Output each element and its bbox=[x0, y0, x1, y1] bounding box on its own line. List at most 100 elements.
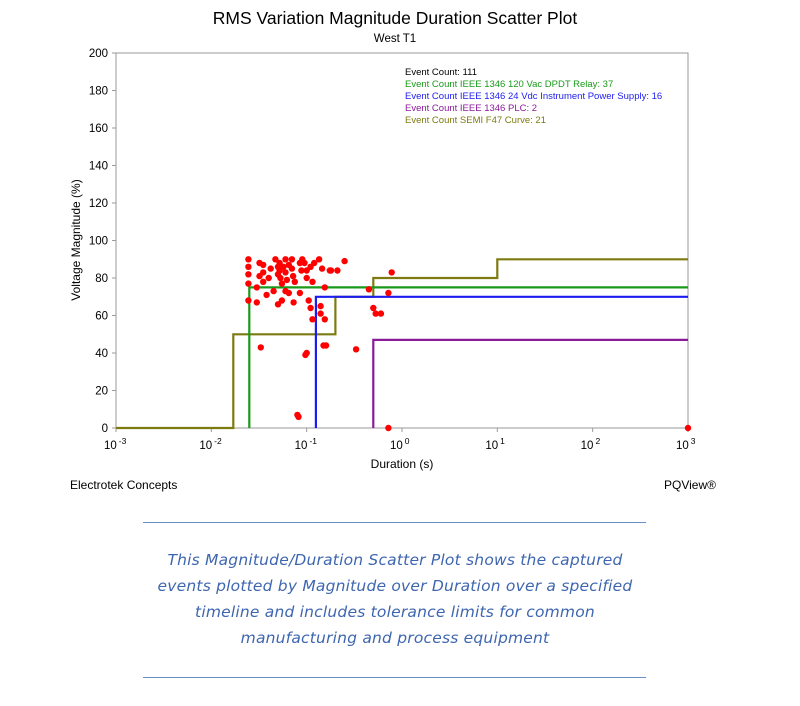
event-point bbox=[263, 291, 270, 299]
caption: This Magnitude/Duration Scatter Plot sho… bbox=[140, 547, 650, 651]
x-tick-label: 10 0 bbox=[390, 436, 410, 452]
event-point bbox=[260, 269, 267, 276]
event-point bbox=[265, 274, 272, 282]
tolerance-curve bbox=[314, 295, 688, 428]
legend-entry: Event Count IEEE 1346 PLC: 2 bbox=[405, 103, 537, 114]
event-point bbox=[334, 267, 341, 274]
event-point bbox=[282, 287, 289, 295]
event-point bbox=[298, 267, 305, 274]
event-point bbox=[311, 259, 318, 267]
event-point bbox=[303, 274, 310, 282]
event-point bbox=[302, 351, 309, 359]
event-point bbox=[245, 263, 252, 270]
event-point bbox=[365, 286, 373, 293]
divider-top bbox=[143, 522, 646, 523]
event-point bbox=[372, 310, 379, 317]
x-axis: 10 -3 10 -2 10 -1 10 0 10 1 10 2 10 3 bbox=[104, 428, 696, 452]
event-point bbox=[274, 301, 282, 308]
chart-subtitle: West T1 bbox=[374, 33, 416, 45]
y-tick-label: 120 bbox=[89, 198, 108, 210]
caption-line: manufacturing and process equipment bbox=[240, 629, 550, 647]
x-axis-label: Duration (s) bbox=[371, 457, 434, 471]
x-tick-label: 10 -2 bbox=[199, 436, 222, 452]
event-point bbox=[318, 265, 326, 272]
event-point bbox=[309, 278, 316, 285]
y-tick-label: 100 bbox=[89, 236, 108, 248]
footer-product: PQView® bbox=[664, 478, 716, 492]
y-tick-label: 180 bbox=[89, 86, 108, 98]
event-point bbox=[288, 256, 296, 263]
event-point bbox=[301, 259, 308, 267]
event-point bbox=[277, 274, 284, 282]
event-point bbox=[322, 342, 330, 349]
event-point bbox=[282, 256, 289, 263]
event-point bbox=[315, 256, 323, 263]
caption-line: timeline and includes tolerance limits f… bbox=[195, 603, 595, 621]
divider-bottom bbox=[143, 677, 646, 678]
caption-line: events plotted by Magnitude over Duratio… bbox=[157, 577, 633, 595]
event-point bbox=[327, 267, 335, 274]
event-point bbox=[321, 316, 328, 323]
event-point bbox=[245, 297, 252, 304]
y-tick-label: 200 bbox=[89, 48, 108, 60]
legend-entry: Event Count IEEE 1346 24 Vdc Instrument … bbox=[405, 91, 662, 102]
legend-entry: Event Count SEMI F47 Curve: 21 bbox=[405, 115, 546, 126]
y-axis-label: Voltage Magnitude (%) bbox=[69, 179, 83, 300]
event-point bbox=[317, 302, 324, 310]
event-point bbox=[295, 413, 302, 420]
event-point bbox=[270, 287, 277, 295]
event-point bbox=[278, 280, 286, 287]
tolerance-curve bbox=[372, 338, 688, 428]
x-tick-label: 10 1 bbox=[485, 436, 505, 452]
event-point bbox=[385, 289, 392, 297]
event-point bbox=[253, 284, 260, 291]
event-point bbox=[388, 269, 395, 276]
footer-company: Electrotek Concepts bbox=[70, 478, 178, 492]
y-tick-label: 40 bbox=[95, 348, 108, 360]
y-tick-label: 0 bbox=[102, 423, 108, 435]
event-point bbox=[272, 256, 279, 263]
y-tick-label: 60 bbox=[95, 311, 108, 323]
event-point bbox=[280, 263, 287, 270]
event-point bbox=[245, 256, 252, 263]
y-tick-label: 140 bbox=[89, 161, 108, 173]
x-tick-label: 10 2 bbox=[581, 436, 601, 452]
event-point bbox=[341, 257, 348, 265]
event-points bbox=[245, 256, 692, 432]
event-point bbox=[370, 304, 377, 312]
y-axis: 0 20 40 60 80 100 120 140 160 180 200 bbox=[89, 48, 116, 435]
tolerance-curves bbox=[116, 258, 688, 430]
event-point bbox=[291, 278, 298, 285]
event-point bbox=[245, 280, 252, 287]
event-point bbox=[305, 297, 312, 304]
event-point bbox=[352, 346, 360, 353]
event-point bbox=[290, 299, 297, 306]
event-point bbox=[267, 265, 274, 272]
event-point bbox=[385, 424, 392, 432]
event-point bbox=[257, 344, 264, 351]
event-point bbox=[321, 284, 328, 291]
event-point bbox=[309, 316, 316, 323]
event-point bbox=[377, 310, 385, 317]
event-point bbox=[684, 424, 692, 432]
chart-title: RMS Variation Magnitude Duration Scatter… bbox=[213, 8, 578, 28]
tolerance-curve bbox=[248, 286, 688, 428]
caption-line: This Magnitude/Duration Scatter Plot sho… bbox=[167, 551, 623, 569]
event-point bbox=[260, 278, 267, 285]
event-point bbox=[289, 272, 297, 280]
y-tick-label: 80 bbox=[95, 273, 108, 285]
x-tick-label: 10 -3 bbox=[104, 436, 127, 452]
y-tick-label: 20 bbox=[95, 386, 108, 398]
legend-entry: Event Count: 111 bbox=[405, 67, 477, 78]
plot-frame bbox=[115, 52, 689, 429]
event-point bbox=[283, 276, 291, 284]
event-point bbox=[253, 299, 260, 306]
event-point bbox=[296, 289, 304, 297]
scatter-chart: RMS Variation Magnitude Duration Scatter… bbox=[69, 8, 696, 471]
event-point bbox=[260, 261, 267, 269]
legend-entry: Event Count IEEE 1346 120 Vac DPDT Relay… bbox=[405, 79, 613, 90]
event-point bbox=[317, 310, 324, 317]
y-tick-label: 160 bbox=[89, 123, 108, 135]
tolerance-curve bbox=[116, 258, 688, 430]
